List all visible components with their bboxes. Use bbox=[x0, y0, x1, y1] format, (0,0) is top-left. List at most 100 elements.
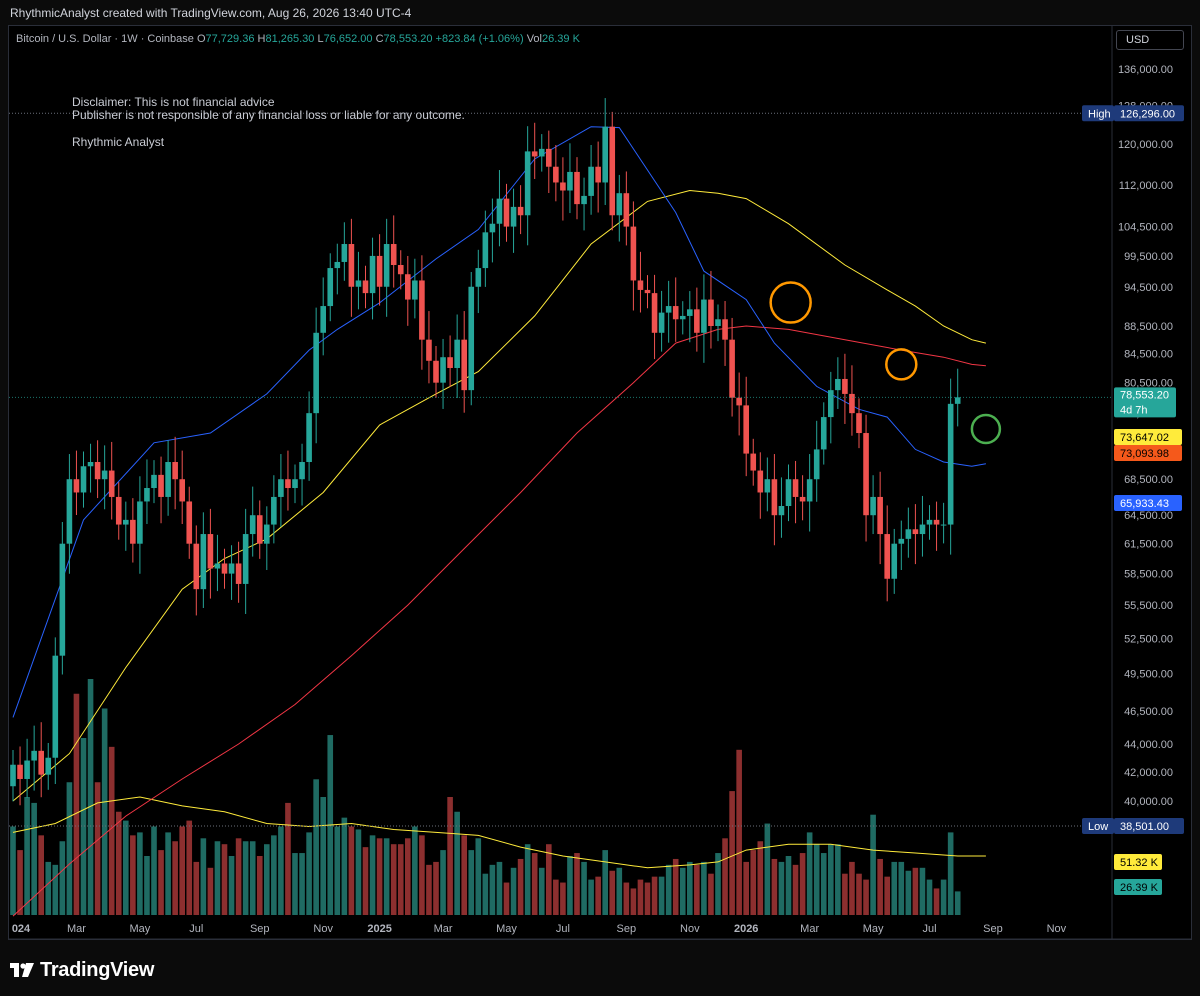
candle-body bbox=[517, 206, 524, 216]
volume-bar bbox=[292, 853, 298, 915]
volume-bar bbox=[560, 882, 566, 915]
low-value-tag: 38,501.00 bbox=[1114, 818, 1184, 834]
candle-body bbox=[172, 462, 178, 480]
volume-bar bbox=[108, 746, 115, 915]
candle-body bbox=[151, 474, 157, 489]
candle-body bbox=[496, 198, 503, 224]
price-tick-label: 88,500.00 bbox=[1124, 321, 1173, 333]
candle-body bbox=[574, 171, 580, 205]
legend-symbol[interactable]: Bitcoin / U.S. Dollar · 1W · Coinbase bbox=[16, 33, 194, 45]
candle-body bbox=[158, 474, 164, 497]
time-tick-label: Jul bbox=[922, 923, 936, 935]
time-tick-label: 2025 bbox=[367, 923, 391, 935]
candle-body bbox=[884, 534, 890, 579]
candle-body bbox=[665, 306, 672, 313]
candle-body bbox=[891, 543, 898, 579]
legend-volume: 26.39 K bbox=[541, 33, 580, 45]
ma-fast-price-tag-label: 65,933.43 bbox=[1120, 498, 1169, 510]
price-tick-label: 104,500.00 bbox=[1118, 222, 1173, 234]
volume-bar bbox=[905, 870, 912, 915]
candle-body bbox=[299, 462, 305, 480]
volume-bar bbox=[334, 826, 341, 915]
volume-bar bbox=[665, 864, 672, 915]
volume-bar bbox=[397, 844, 404, 915]
volume-bar bbox=[383, 838, 390, 915]
ma-fast-price-tag: 65,933.43 bbox=[1114, 495, 1182, 511]
volume-bar bbox=[94, 782, 101, 915]
high-key-tag: High bbox=[1082, 105, 1114, 122]
candle-body bbox=[701, 299, 707, 333]
candle-body bbox=[799, 496, 806, 502]
volume-bar bbox=[475, 838, 482, 915]
candle-body bbox=[193, 543, 200, 590]
price-tick-label: 64,500.00 bbox=[1124, 510, 1173, 522]
currency-button[interactable]: USD bbox=[1116, 30, 1184, 50]
volume-bar bbox=[602, 850, 608, 915]
highlight-circle-orange bbox=[769, 281, 812, 324]
candle-body bbox=[672, 306, 679, 320]
candle-body bbox=[658, 312, 665, 333]
ma-slow-price-tag: 73,093.98 bbox=[1114, 445, 1182, 461]
candle-body bbox=[390, 244, 397, 266]
volume-bar bbox=[912, 867, 919, 915]
time-tick-label: Jul bbox=[189, 923, 203, 935]
candle-body bbox=[947, 403, 954, 525]
volume-bar bbox=[235, 838, 242, 915]
disclaimer-line-1: Disclaimer: This is not financial advice bbox=[72, 95, 275, 109]
candle-body bbox=[531, 151, 538, 157]
volume-bar bbox=[679, 867, 686, 915]
time-tick-label: Jul bbox=[556, 923, 570, 935]
candle-body bbox=[595, 166, 601, 183]
volume-bar bbox=[750, 850, 757, 915]
volume-bar bbox=[306, 832, 312, 915]
time-tick-label: Sep bbox=[617, 923, 637, 935]
volume-bar bbox=[842, 873, 848, 915]
volume-bar bbox=[482, 873, 489, 915]
volume-bar bbox=[87, 679, 94, 915]
volume-bar bbox=[764, 823, 771, 915]
volume-bar bbox=[228, 856, 235, 915]
candle-body bbox=[651, 293, 658, 333]
candle-body bbox=[419, 280, 425, 340]
volume-bar bbox=[553, 879, 559, 915]
time-tick-label: Nov bbox=[1047, 923, 1067, 935]
volume-bar bbox=[172, 841, 178, 915]
volume-bar bbox=[80, 738, 87, 915]
volume-bar bbox=[736, 749, 742, 915]
candle-body bbox=[207, 534, 214, 569]
candle-body bbox=[271, 496, 277, 525]
price-tick-label: 120,000.00 bbox=[1118, 139, 1173, 151]
candle-body bbox=[806, 479, 813, 502]
volume-bar bbox=[454, 811, 460, 915]
volume-bar bbox=[73, 693, 80, 915]
volume-bar bbox=[66, 782, 73, 915]
candle-body bbox=[38, 750, 44, 775]
candle-body bbox=[341, 244, 348, 262]
volume-bar bbox=[468, 850, 475, 915]
time-tick-label: 024 bbox=[12, 923, 31, 935]
candle-body bbox=[447, 357, 453, 368]
volume-bar bbox=[256, 856, 263, 915]
ma-mid-price-tag-bg bbox=[1114, 429, 1182, 445]
candle-body bbox=[306, 413, 312, 463]
volume-bar bbox=[546, 844, 552, 915]
price-tick-label: 46,500.00 bbox=[1124, 706, 1173, 718]
candle-body bbox=[792, 479, 799, 497]
candle-body bbox=[694, 309, 700, 333]
candle-body bbox=[292, 479, 298, 489]
volume-bar bbox=[496, 861, 503, 915]
candle-body bbox=[186, 501, 193, 544]
candle-body bbox=[820, 417, 827, 450]
volume-bar bbox=[926, 879, 933, 915]
current-price-tag-bg bbox=[1114, 387, 1176, 418]
candle-body bbox=[553, 166, 559, 183]
candle-body bbox=[24, 760, 30, 779]
price-tick-label: 84,500.00 bbox=[1124, 349, 1173, 361]
candle-body bbox=[637, 280, 644, 290]
volume-bar bbox=[412, 826, 418, 915]
tradingview-logo[interactable]: TradingView bbox=[10, 955, 154, 985]
volume-bar bbox=[672, 858, 679, 915]
volume-bar bbox=[419, 835, 425, 915]
volume-bar bbox=[813, 844, 820, 915]
